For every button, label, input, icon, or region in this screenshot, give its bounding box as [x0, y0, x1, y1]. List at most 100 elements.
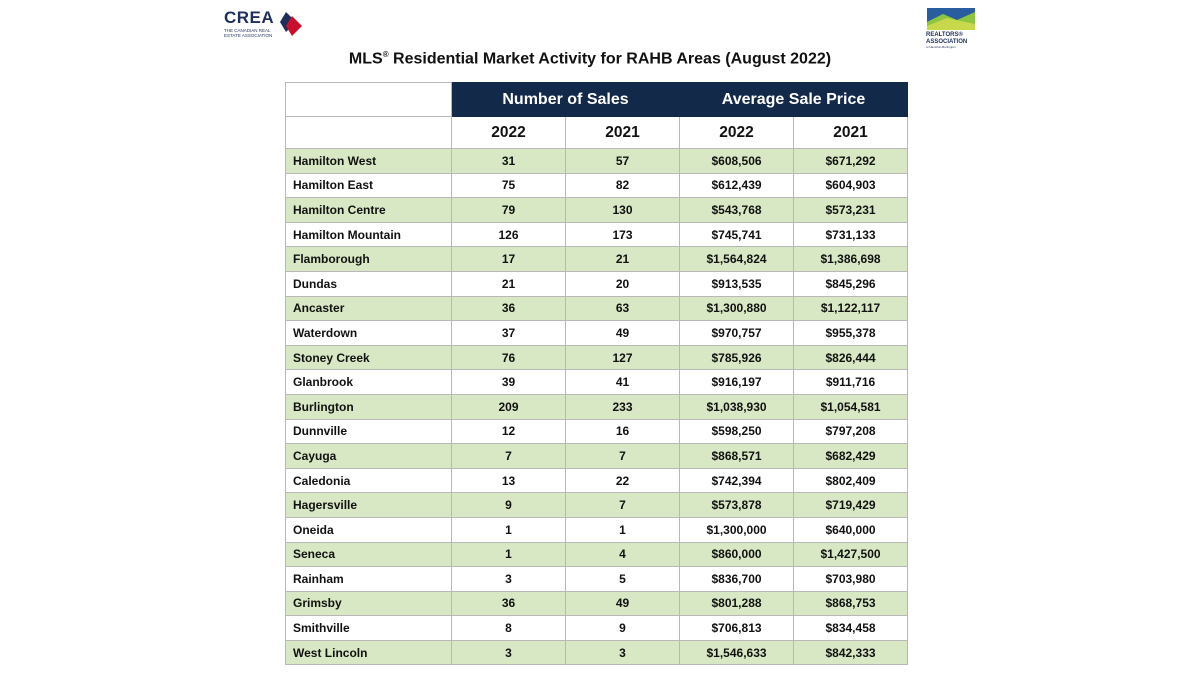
sales-2021-cell: 49 [564, 320, 681, 346]
price-2022-cell: $868,571 [679, 443, 795, 469]
table-row: Glanbrook 39 41 $916,197 $911,716 [285, 369, 909, 395]
sales-2022-cell: 13 [451, 467, 566, 494]
number-of-sales-header: Number of Sales [450, 82, 681, 117]
sales-2022-cell: 3 [451, 566, 566, 592]
sales-2022-cell: 75 [451, 172, 566, 199]
sales-2021-cell: 9 [564, 615, 681, 641]
group-header-row: Number of Sales Average Sale Price [285, 82, 909, 117]
price-2022-cell: $1,038,930 [679, 393, 795, 420]
sales-2022-cell: 126 [451, 221, 566, 248]
table-row: Burlington 209 233 $1,038,930 $1,054,581 [285, 393, 909, 420]
sales-2021-cell: 7 [564, 443, 681, 469]
area-cell: Glanbrook [285, 369, 452, 395]
table-row: Hamilton West 31 57 $608,506 $671,292 [285, 148, 909, 174]
price-2021-cell: $955,378 [793, 320, 909, 346]
price-2022-cell: $785,926 [679, 344, 795, 371]
area-cell: Hamilton East [285, 172, 452, 199]
area-cell: Dundas [285, 270, 452, 297]
price-2021-cell: $719,429 [793, 492, 909, 518]
price-2021-header: 2021 [793, 116, 909, 149]
sales-2022-cell: 36 [451, 295, 566, 322]
price-2021-cell: $731,133 [793, 221, 909, 248]
header-blank-cell [285, 116, 452, 149]
sales-2021-cell: 127 [564, 344, 681, 371]
area-cell: Burlington [285, 393, 452, 420]
price-2021-cell: $834,458 [793, 615, 909, 641]
price-2021-cell: $1,386,698 [793, 246, 909, 272]
average-sale-price-header: Average Sale Price [679, 82, 909, 117]
sales-2022-cell: 7 [451, 443, 566, 469]
price-2022-cell: $836,700 [679, 566, 795, 592]
sales-2022-cell: 17 [451, 246, 566, 272]
table-row: Oneida 1 1 $1,300,000 $640,000 [285, 516, 909, 543]
price-2022-cell: $1,564,824 [679, 246, 795, 272]
price-2021-cell: $842,333 [793, 639, 909, 666]
sales-2021-header: 2021 [564, 116, 681, 149]
area-cell: Hamilton Mountain [285, 221, 452, 248]
table-body: Hamilton West 31 57 $608,506 $671,292 Hamilto… [285, 148, 909, 666]
price-2021-cell: $911,716 [793, 369, 909, 395]
sales-2021-cell: 41 [564, 369, 681, 395]
price-2021-cell: $682,429 [793, 443, 909, 469]
sales-2022-cell: 12 [451, 418, 566, 445]
table-row: West Lincoln 3 3 $1,546,633 $842,333 [285, 639, 909, 666]
area-cell: Hagersville [285, 492, 452, 518]
price-2021-cell: $671,292 [793, 148, 909, 174]
area-cell: Hamilton Centre [285, 197, 452, 223]
sales-2022-cell: 209 [451, 393, 566, 420]
realtors-logo-word: REALTORS® ASSOCIATION [926, 32, 968, 45]
header-blank-cell [285, 82, 452, 117]
sales-2022-cell: 9 [451, 492, 566, 518]
price-2022-cell: $916,197 [679, 369, 795, 395]
price-2021-cell: $797,208 [793, 418, 909, 445]
registered-mark: ® [382, 50, 389, 59]
area-cell: Cayuga [285, 443, 452, 469]
market-activity-table: Number of Sales Average Sale Price 2022 … [285, 82, 909, 666]
sales-2022-cell: 79 [451, 197, 566, 223]
price-2022-cell: $913,535 [679, 270, 795, 297]
price-2022-cell: $608,506 [679, 148, 795, 174]
table-row: Hamilton East 75 82 $612,439 $604,903 [285, 172, 909, 199]
price-2021-cell: $703,980 [793, 566, 909, 592]
price-2022-cell: $1,300,880 [679, 295, 795, 322]
area-cell: Smithville [285, 615, 452, 641]
sales-2021-cell: 21 [564, 246, 681, 272]
table-row: Dunnville 12 16 $598,250 $797,208 [285, 418, 909, 445]
sales-2022-cell: 1 [451, 516, 566, 543]
sales-2021-cell: 173 [564, 221, 681, 248]
price-2022-cell: $801,288 [679, 590, 795, 617]
sales-2021-cell: 16 [564, 418, 681, 445]
table-row: Grimsby 36 49 $801,288 $868,753 [285, 590, 909, 617]
sales-2021-cell: 1 [564, 516, 681, 543]
sales-2022-cell: 1 [451, 541, 566, 568]
table-row: Smithville 8 9 $706,813 $834,458 [285, 615, 909, 641]
sales-2021-cell: 3 [564, 639, 681, 666]
sales-2021-cell: 57 [564, 148, 681, 174]
table-row: Dundas 21 20 $913,535 $845,296 [285, 270, 909, 297]
area-cell: Seneca [285, 541, 452, 568]
area-cell: Caledonia [285, 467, 452, 494]
table-row: Caledonia 13 22 $742,394 $802,409 [285, 467, 909, 494]
table-row: Ancaster 36 63 $1,300,880 $1,122,117 [285, 295, 909, 322]
price-2022-cell: $745,741 [679, 221, 795, 248]
sales-2021-cell: 233 [564, 393, 681, 420]
sales-2021-cell: 130 [564, 197, 681, 223]
sales-2021-cell: 4 [564, 541, 681, 568]
crea-logo: CREA THE CANADIAN REAL ESTATE ASSOCIATIO… [224, 8, 314, 42]
sales-2021-cell: 63 [564, 295, 681, 322]
price-2022-header: 2022 [679, 116, 795, 149]
area-cell: Flamborough [285, 246, 452, 272]
realtors-logo-subtitle: of Hamilton-Burlington [926, 45, 956, 49]
year-header-row: 2022 2021 2022 2021 [285, 116, 909, 149]
price-2022-cell: $706,813 [679, 615, 795, 641]
sales-2021-cell: 7 [564, 492, 681, 518]
price-2022-cell: $970,757 [679, 320, 795, 346]
table-row: Hagersville 9 7 $573,878 $719,429 [285, 492, 909, 518]
price-2022-cell: $598,250 [679, 418, 795, 445]
price-2022-cell: $573,878 [679, 492, 795, 518]
price-2021-cell: $573,231 [793, 197, 909, 223]
sales-2021-cell: 82 [564, 172, 681, 199]
crea-diamond-icon [280, 12, 302, 36]
price-2021-cell: $604,903 [793, 172, 909, 199]
price-2021-cell: $868,753 [793, 590, 909, 617]
